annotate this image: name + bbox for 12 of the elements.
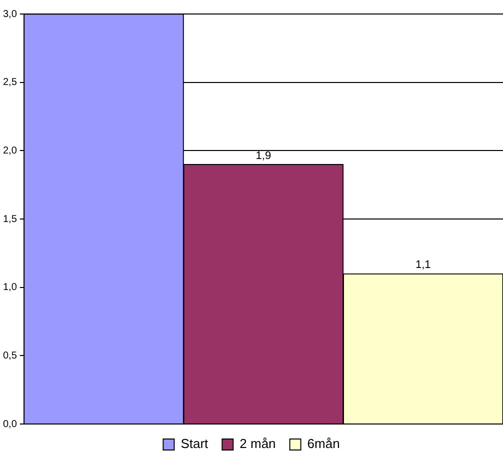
legend-label: 2 mån — [240, 436, 276, 452]
y-tick-label: 2,5 — [2, 77, 18, 88]
y-tick-label: 1,5 — [2, 214, 18, 225]
legend-label: 6mån — [307, 436, 340, 452]
y-tick-label: 0,5 — [2, 350, 18, 362]
data-label: 1,1 — [416, 259, 431, 272]
data-label: 1,9 — [256, 150, 272, 162]
legend-label: Start — [180, 436, 209, 452]
y-tick-label: 3,0 — [2, 8, 18, 20]
y-tick-label: 2,0 — [2, 145, 18, 156]
y-tick-label: 0,0 — [2, 418, 18, 430]
y-tick-label: 1,0 — [2, 282, 18, 294]
